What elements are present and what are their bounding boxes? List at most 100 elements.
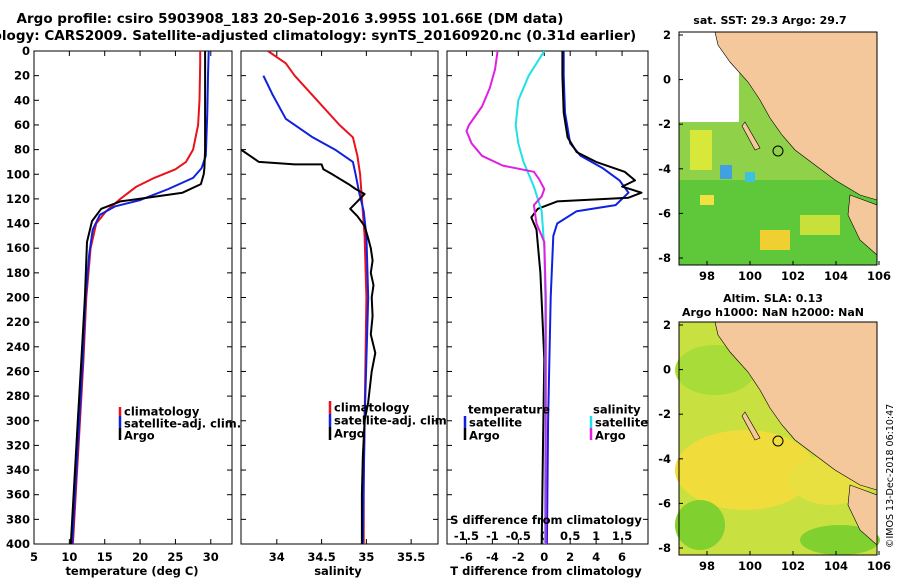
s-tick-label: -0.5 <box>506 529 531 543</box>
x-tick-label: 10 <box>61 550 77 564</box>
map-lon-label: 98 <box>699 559 715 573</box>
depth-axis: 0 20 40 60 80 100 120 140 160 180 200 220 240 260 280 3… <box>6 44 232 551</box>
salinity-xlabel: salinity <box>314 564 362 578</box>
x-tick-label: 6 <box>618 550 626 564</box>
t-difference-xlabel: T difference from climatology <box>450 564 642 578</box>
island <box>741 411 761 441</box>
depth-tick-label: 300 <box>6 414 30 428</box>
header-line-2: Climatology: CARS2009. Satellite-adjuste… <box>0 28 636 44</box>
depth-tick-label: 380 <box>6 512 30 526</box>
map-lon-label: 106 <box>867 559 891 573</box>
salinity-panel: 34 34.5 35 35.5 salinity climatology satell… <box>240 50 451 578</box>
x-tick-label: 34 <box>269 550 285 564</box>
x-tick-label: 25 <box>167 550 183 564</box>
s-tick-label: -1 <box>486 529 499 543</box>
map-lon-label: 104 <box>824 269 848 283</box>
island <box>741 121 761 151</box>
sla-map-axes: 2 0 -2 -4 -6 -8 98 100 102 104 106 <box>658 318 891 573</box>
map-lat-label: -4 <box>658 162 671 176</box>
salinity-plot-frame <box>240 50 439 545</box>
sla-patch <box>675 430 815 510</box>
x-tick-label: 2 <box>566 550 574 564</box>
legend-label-climatology: climatology <box>334 401 410 415</box>
depth-tick-label: 100 <box>6 167 30 181</box>
map-lon-label: 100 <box>738 559 762 573</box>
x-tick-label: 15 <box>97 550 113 564</box>
depth-tick-label: 220 <box>6 315 30 329</box>
header-line-1: Argo profile: csiro 5903908_183 20-Sep-2… <box>17 11 564 27</box>
map-lat-label: 2 <box>663 28 671 42</box>
sst-map-axes: 2 0 -2 -4 -6 -8 98 100 102 104 106 <box>658 28 891 283</box>
s-difference-axis-label: S difference from climatology <box>450 513 642 527</box>
x-tick-label: 30 <box>203 550 219 564</box>
depth-tick-label: 280 <box>6 389 30 403</box>
series-line-argo <box>69 51 207 544</box>
x-tick-label: 35.5 <box>397 550 425 564</box>
map-lat-label: 0 <box>663 73 671 87</box>
t-difference-axis: -6 -4 -2 0 2 4 6 <box>460 51 626 564</box>
sumatra-land <box>714 31 878 201</box>
legend-header-temperature: temperature <box>468 403 550 417</box>
map-lon-label: 102 <box>781 559 805 573</box>
series-line-t-satellite <box>545 51 630 544</box>
map-lon-label: 98 <box>699 269 715 283</box>
depth-tick-label: 320 <box>6 438 30 452</box>
salinity-axis: 34 34.5 35 35.5 <box>269 51 425 564</box>
s-tick-label: 1 <box>592 529 600 543</box>
legend-label-climatology: climatology <box>124 405 200 419</box>
legend-label-argo: Argo <box>124 429 155 443</box>
salinity-legend: climatology satellite-adj. clim. Argo <box>328 401 451 441</box>
x-tick-label: 4 <box>592 550 600 564</box>
map-lon-label: 104 <box>824 559 848 573</box>
argo-location-marker <box>772 145 784 157</box>
depth-tick-label: 260 <box>6 364 30 378</box>
difference-legend: temperature satellite Argo salinity sate… <box>463 403 648 443</box>
depth-tick-label: 140 <box>6 217 30 231</box>
sst-patch <box>720 165 732 179</box>
map-lon-label: 102 <box>781 269 805 283</box>
sst-patch <box>690 130 712 170</box>
s-tick-label: 1.5 <box>612 529 632 543</box>
sst-patch <box>745 172 755 182</box>
depth-tick-label: 0 <box>22 44 30 58</box>
legend-label-argo: Argo <box>334 427 365 441</box>
s-tick-label: 0.5 <box>560 529 580 543</box>
map-lon-label: 100 <box>738 269 762 283</box>
depth-tick-label: 400 <box>6 537 30 551</box>
map-lat-label: 2 <box>663 318 671 332</box>
x-tick-label: -6 <box>460 550 473 564</box>
legend-label-t-argo: Argo <box>469 429 500 443</box>
x-tick-label: 5 <box>30 550 38 564</box>
x-tick-label: 34.5 <box>307 550 335 564</box>
sla-patch <box>800 525 880 555</box>
sst-map-title: sat. SST: 29.3 Argo: 29.7 <box>693 14 846 27</box>
legend-label-s-satellite: satellite <box>595 416 648 430</box>
sla-patch <box>675 500 725 550</box>
depth-tick-label: 200 <box>6 291 30 305</box>
argo-location-marker <box>772 435 784 447</box>
x-tick-label: 20 <box>132 550 148 564</box>
legend-label-s-argo: Argo <box>595 429 626 443</box>
difference-depth-ticks <box>447 50 648 545</box>
map-lat-label: -2 <box>658 407 671 421</box>
depth-tick-label: 120 <box>6 192 30 206</box>
x-tick-label: 35 <box>358 550 374 564</box>
map-lat-label: -2 <box>658 117 671 131</box>
depth-tick-label: 240 <box>6 340 30 354</box>
map-lat-label: -4 <box>658 452 671 466</box>
temperature-axis: 5 10 15 20 25 30 <box>30 51 219 564</box>
difference-panel: -6 -4 -2 0 2 4 6 -1.5 -1 -0.5 0 0.5 1 1.5 S differen… <box>446 50 649 578</box>
java-land <box>847 194 878 256</box>
map-lat-label: 0 <box>663 363 671 377</box>
sla-map-title-2: Argo h1000: NaN h2000: NaN <box>682 306 864 319</box>
s-tick-label: -1.5 <box>454 529 479 543</box>
legend-label-satellite: satellite-adj. clim. <box>124 417 241 431</box>
depth-tick-label: 40 <box>14 93 30 107</box>
depth-tick-label: 60 <box>14 118 30 132</box>
difference-lines <box>465 51 643 544</box>
x-tick-label: 0 <box>540 550 548 564</box>
temperature-legend: climatology satellite-adj. clim. Argo <box>118 405 241 443</box>
map-lat-label: -6 <box>658 496 671 510</box>
legend-header-salinity: salinity <box>593 403 641 417</box>
temperature-lines <box>69 51 210 544</box>
